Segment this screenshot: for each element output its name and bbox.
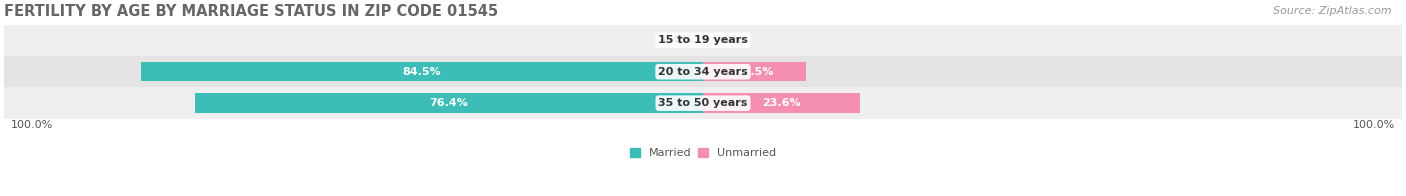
Text: 20 to 34 years: 20 to 34 years	[658, 67, 748, 77]
Bar	[4, 24, 1402, 56]
Text: 15.5%: 15.5%	[735, 67, 773, 77]
Bar	[703, 62, 806, 82]
Bar	[4, 87, 1402, 119]
Bar	[194, 93, 703, 113]
Bar	[703, 93, 860, 113]
Text: FERTILITY BY AGE BY MARRIAGE STATUS IN ZIP CODE 01545: FERTILITY BY AGE BY MARRIAGE STATUS IN Z…	[4, 4, 498, 19]
Text: 15 to 19 years: 15 to 19 years	[658, 35, 748, 45]
Legend: Married, Unmarried: Married, Unmarried	[626, 143, 780, 162]
Text: 100.0%: 100.0%	[1353, 120, 1395, 130]
Text: 100.0%: 100.0%	[11, 120, 53, 130]
Text: 0.0%: 0.0%	[713, 35, 744, 45]
Text: 84.5%: 84.5%	[402, 67, 441, 77]
Text: 76.4%: 76.4%	[429, 98, 468, 108]
Text: 0.0%: 0.0%	[662, 35, 693, 45]
Bar	[4, 56, 1402, 87]
Text: 23.6%: 23.6%	[762, 98, 801, 108]
Bar	[141, 62, 703, 82]
Text: 35 to 50 years: 35 to 50 years	[658, 98, 748, 108]
Text: Source: ZipAtlas.com: Source: ZipAtlas.com	[1274, 6, 1392, 16]
